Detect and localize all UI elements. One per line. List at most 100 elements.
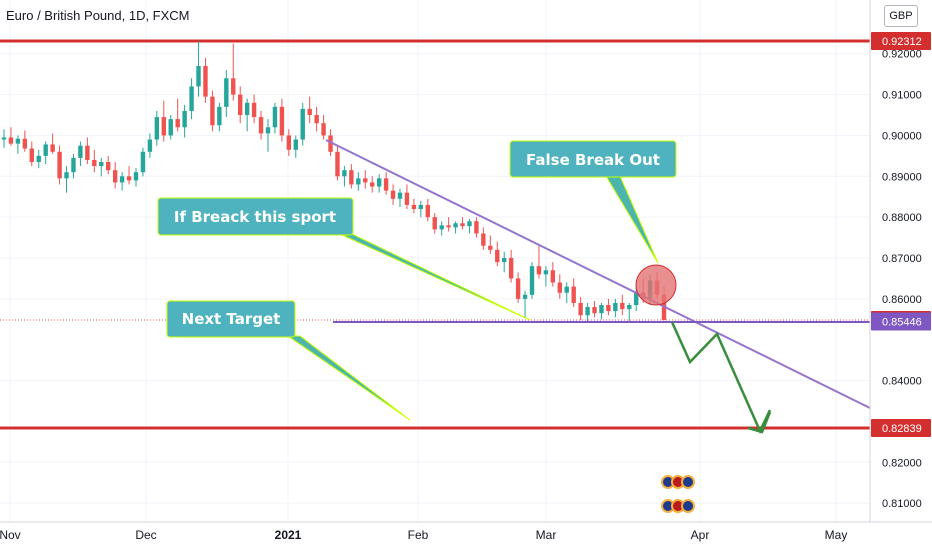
candle (508, 249, 514, 283)
candle (376, 174, 382, 193)
candle (71, 153, 76, 179)
candle (133, 168, 139, 187)
candle (265, 119, 271, 152)
candle (432, 213, 437, 234)
candle (411, 198, 417, 214)
candle (210, 90, 215, 132)
price-label-text: 0.92312 (882, 36, 922, 48)
time-tick-label: Feb (408, 528, 429, 542)
callout-if-breack[interactable]: If Breack this sport (157, 197, 531, 321)
candle (258, 110, 264, 140)
candle (404, 184, 410, 209)
candle (522, 290, 528, 319)
candle (217, 102, 222, 132)
time-tick-label: Apr (691, 528, 710, 542)
candle (140, 147, 146, 177)
candle (286, 129, 292, 156)
candle (529, 262, 535, 299)
candle (1, 129, 7, 148)
candle (397, 188, 403, 207)
candle (106, 155, 111, 175)
candle (592, 300, 597, 318)
time-axis-bg (0, 522, 870, 550)
time-tick-label: 2021 (275, 528, 302, 542)
candle (363, 170, 368, 189)
candle (147, 133, 153, 158)
projection-path[interactable] (670, 321, 772, 434)
candle (43, 141, 48, 165)
candle (488, 235, 493, 254)
candle (418, 200, 424, 218)
time-tick-label: Nov (0, 528, 21, 542)
drawings (325, 139, 871, 434)
price-tick-label: 0.92000 (882, 49, 922, 61)
candle (189, 78, 194, 120)
candle (356, 172, 361, 191)
candle (112, 162, 118, 189)
candlestick-series (1, 41, 667, 322)
time-tick-label: May (825, 528, 848, 542)
candle (22, 130, 28, 152)
price-label-text: 0.82839 (882, 423, 922, 435)
price-tick-label: 0.86000 (882, 294, 922, 306)
candle (293, 135, 298, 158)
candle (474, 217, 479, 238)
candle (467, 219, 472, 234)
price-axis-bg (870, 0, 932, 550)
candle (307, 96, 312, 124)
candle (627, 302, 632, 322)
candle (550, 262, 556, 287)
candle (620, 294, 625, 316)
economic-events[interactable] (661, 475, 695, 513)
symbol-title[interactable]: Euro / British Pound, 1D, FXCM (6, 8, 190, 23)
price-tick-label: 0.89000 (882, 171, 922, 183)
candle (251, 94, 257, 124)
candle (342, 166, 347, 187)
price-tick-label: 0.88000 (882, 212, 922, 224)
candle (15, 135, 21, 154)
candle (78, 141, 83, 167)
candle (446, 217, 451, 232)
candle (578, 296, 583, 321)
currency-selector[interactable]: GBP (884, 5, 918, 27)
descending-trendline[interactable] (325, 139, 871, 409)
candle (300, 102, 305, 146)
callout-next-target[interactable]: Next Target (166, 300, 411, 421)
price-axis[interactable]: 0.92000 0.91000 0.90000 0.89000 0.88000 0.870… (869, 0, 932, 550)
candle (238, 86, 243, 124)
price-tick-label: 0.90000 (882, 130, 922, 142)
callout-false-break-out[interactable]: False Break Out (509, 140, 677, 264)
candle (543, 266, 549, 287)
candle (460, 217, 465, 230)
candle (515, 272, 521, 303)
candle (606, 298, 611, 316)
candle (453, 221, 458, 234)
price-label: 0.92312 (871, 32, 931, 50)
horizontal-levels (0, 39, 870, 430)
candle (161, 100, 166, 142)
candle (119, 172, 125, 191)
candle (272, 102, 278, 134)
candle (599, 302, 604, 320)
price-tick-label: 0.81000 (882, 498, 922, 510)
candle (321, 115, 326, 140)
candle (8, 127, 14, 146)
candle (536, 245, 542, 279)
price-label: 0.82839 (871, 419, 931, 437)
candle (613, 298, 618, 318)
candle (314, 106, 319, 132)
price-tick-label: 0.84000 (882, 376, 922, 388)
candle (182, 104, 187, 138)
candle (439, 221, 444, 236)
candle (196, 41, 201, 97)
price-tick-label: 0.91000 (882, 90, 922, 102)
time-axis[interactable]: Nov Dec 2021 Feb Mar Apr May (0, 521, 932, 550)
candle (390, 184, 396, 205)
candle (557, 274, 562, 299)
price-label-text: 0.85446 (882, 316, 922, 328)
candle (634, 286, 639, 312)
time-tick-label: Dec (135, 528, 156, 542)
false-breakout-marker[interactable] (635, 264, 677, 306)
candle (231, 43, 236, 101)
